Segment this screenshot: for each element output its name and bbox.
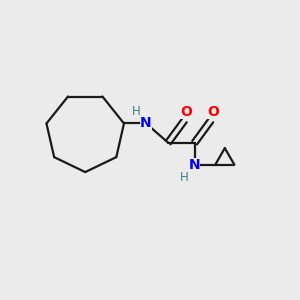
Text: H: H <box>180 171 189 184</box>
Text: N: N <box>189 158 200 172</box>
Text: H: H <box>131 105 140 118</box>
Text: N: N <box>140 116 152 130</box>
Text: O: O <box>207 105 219 119</box>
Text: O: O <box>181 105 192 119</box>
